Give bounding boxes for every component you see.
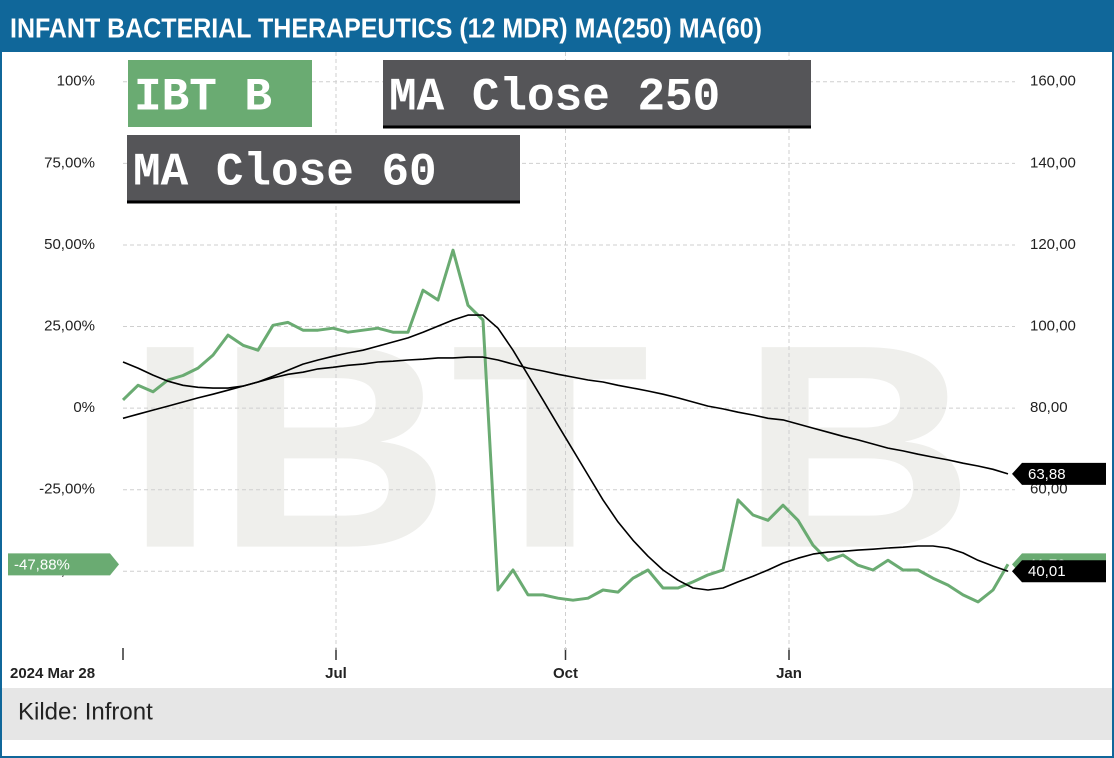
x-tick-label: Oct — [553, 665, 578, 682]
y2-tick-label: 120,00 — [1030, 236, 1076, 253]
x-tick-label: Jan — [776, 665, 802, 682]
legend-swatch — [383, 60, 811, 127]
legend-label: IBT B — [134, 72, 272, 124]
y-tick-label: 100% — [57, 73, 95, 90]
series-line — [122, 356, 1009, 475]
series-line — [121, 248, 1010, 604]
end-tag — [1012, 462, 1106, 485]
y-tick-label: -25,00% — [39, 481, 95, 498]
y2-tick-label: 160,00 — [1030, 73, 1076, 90]
end-tag-label: 63,88 — [1028, 466, 1066, 483]
end-tag-label: -47,88% — [14, 556, 70, 573]
y2-tick-label: 100,00 — [1030, 317, 1076, 334]
legend-label: MA Close 60 — [133, 147, 437, 199]
y-tick-label: 50,00% — [44, 236, 95, 253]
chart-title: INFANT BACTERIAL THERAPEUTICS (12 MDR) M… — [10, 12, 762, 43]
y2-tick-label: 60,00 — [1030, 481, 1068, 498]
end-tag-label: 40,01 — [1028, 563, 1066, 580]
legend-swatch — [128, 60, 312, 127]
series-line — [122, 314, 1009, 591]
legend-swatch — [127, 135, 520, 202]
lines — [121, 248, 1010, 604]
x-tick-label: Jul — [325, 665, 347, 682]
watermark: IBT B — [125, 285, 975, 609]
y-tick-label: 25,00% — [44, 317, 95, 334]
y2-tick-label: 140,00 — [1030, 154, 1076, 171]
y-tick-label: 75,00% — [44, 154, 95, 171]
end-tag — [1012, 560, 1106, 583]
y-tick-label: 0% — [73, 399, 95, 416]
footer — [2, 688, 1112, 740]
title-bar — [0, 0, 1114, 52]
end-tag — [8, 553, 119, 576]
source: Kilde: Infront — [18, 698, 153, 725]
legend: IBT B MA Close 250 MA Close 60 — [127, 60, 811, 204]
x-tick-label: 2024 Mar 28 — [10, 665, 95, 682]
legend-label: MA Close 250 — [389, 72, 720, 124]
y2-tick-label: 80,00 — [1030, 399, 1068, 416]
